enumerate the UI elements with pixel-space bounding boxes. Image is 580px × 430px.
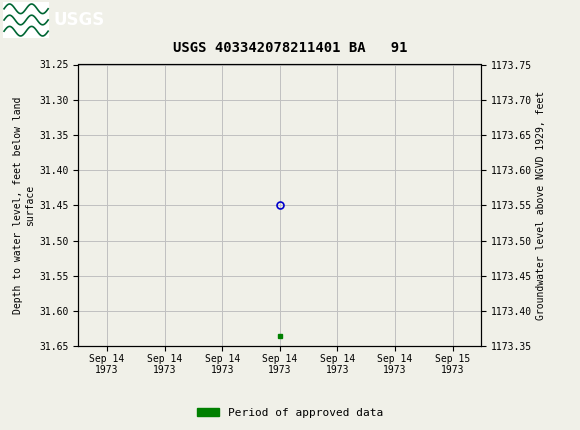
Text: USGS: USGS: [53, 11, 104, 29]
Text: USGS 403342078211401 BA   91: USGS 403342078211401 BA 91: [173, 41, 407, 55]
Bar: [3, 2, 49, 38]
Y-axis label: Depth to water level, feet below land
surface: Depth to water level, feet below land su…: [13, 97, 35, 314]
Y-axis label: Groundwater level above NGVD 1929, feet: Groundwater level above NGVD 1929, feet: [536, 91, 546, 320]
Legend: Period of approved data: Period of approved data: [193, 403, 387, 422]
